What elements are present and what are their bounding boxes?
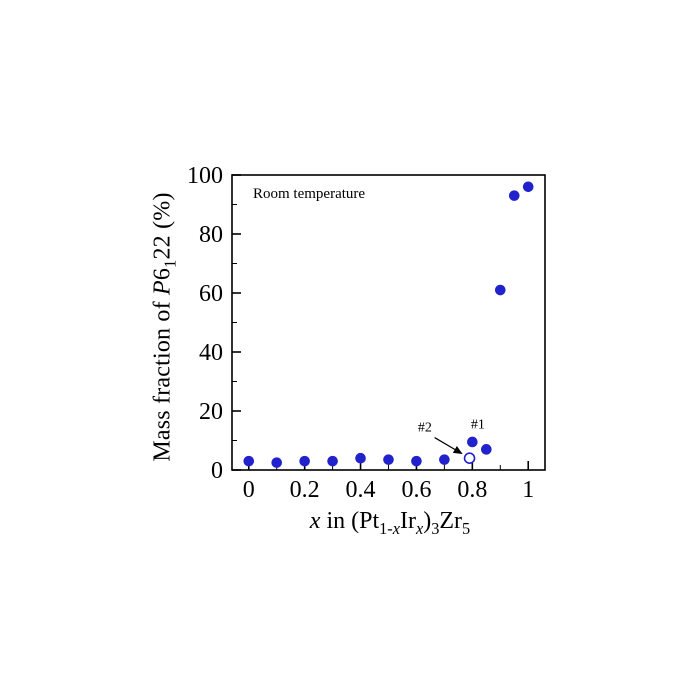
data-point bbox=[481, 444, 492, 455]
y-tick-label: 60 bbox=[199, 281, 223, 307]
y-tick-label: 100 bbox=[187, 163, 223, 189]
data-point bbox=[522, 181, 534, 193]
plot-frame bbox=[231, 174, 546, 471]
y-tick-label: 40 bbox=[199, 340, 223, 366]
x-tick-label: 0.6 bbox=[401, 477, 431, 503]
annotation-label: #1 bbox=[471, 418, 485, 433]
x-tick-label: 0.8 bbox=[457, 477, 487, 503]
x-axis-label: x in (Pt1-xIrx)3Zr5 bbox=[309, 508, 471, 538]
y-tick-label: 20 bbox=[199, 399, 223, 425]
data-point-open bbox=[463, 452, 476, 465]
data-point bbox=[271, 457, 283, 468]
x-tick-label: 1 bbox=[522, 477, 534, 503]
x-tick-label: 0 bbox=[243, 477, 255, 503]
data-point bbox=[439, 454, 450, 465]
x-tick-label: 0.2 bbox=[290, 477, 320, 503]
data-point bbox=[243, 455, 255, 467]
room-temperature-annotation: Room temperature bbox=[253, 186, 366, 202]
data-point bbox=[508, 190, 520, 201]
annotation-arrow bbox=[434, 437, 463, 454]
data-point bbox=[494, 284, 506, 296]
y-tick-label: 0 bbox=[211, 458, 223, 484]
y-tick-label: 80 bbox=[199, 222, 223, 248]
data-point bbox=[383, 454, 394, 465]
data-point bbox=[355, 452, 366, 464]
data-point bbox=[299, 455, 310, 467]
y-axis-label: Mass fraction of P6122 (%) bbox=[149, 192, 180, 462]
x-tick-label: 0.4 bbox=[346, 477, 376, 503]
data-point bbox=[411, 455, 422, 467]
data-point bbox=[327, 455, 338, 467]
annotation-label: #2 bbox=[418, 421, 432, 436]
data-point bbox=[467, 436, 478, 448]
